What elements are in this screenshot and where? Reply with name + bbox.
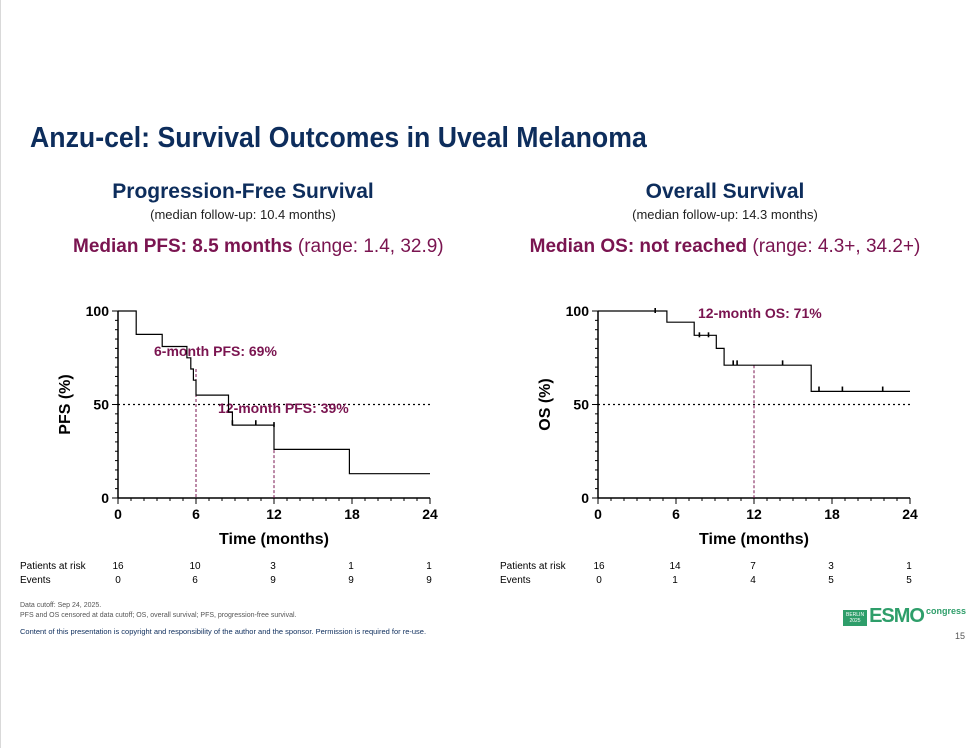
pfs-median-label: Median PFS: 8.5 months (73, 236, 293, 257)
os-events-value: 0 (596, 575, 602, 586)
pfs-chart: 0 50 100 0 6 12 18 24 Time (months) PFS (%) 6-mont… (57, 303, 438, 548)
footnote-abbreviations: PFS and OS censored at data cutoff; OS, … (20, 612, 297, 619)
os-events-value: 1 (672, 575, 678, 586)
pfs-events-value: 9 (426, 575, 432, 586)
os-followup: (median follow-up: 14.3 months) (632, 207, 818, 222)
os-x-tick-label: 6 (672, 506, 680, 522)
os-median: Median OS: not reached (range: 4.3+, 34.… (525, 236, 925, 258)
pfs-x-tick-label: 18 (344, 506, 360, 522)
os-events-value: 5 (906, 575, 912, 586)
os-risk-label: Patients at risk (500, 561, 566, 572)
pfs-x-tick-label: 12 (266, 506, 282, 522)
footnote-cutoff: Data cutoff: Sep 24, 2025. (20, 602, 102, 609)
os-risk-value: 7 (750, 561, 756, 572)
os-risk-value: 16 (593, 561, 605, 572)
os-panel-header: Overall Survival (median follow-up: 14.3… (525, 180, 925, 258)
os-y-tick-label: 0 (581, 490, 589, 506)
os-survival-curve (598, 310, 910, 393)
os-x-axis-label: Time (months) (699, 531, 809, 548)
os-risk-value: 1 (906, 561, 912, 572)
pfs-survival-curve (118, 310, 430, 475)
os-y-tick-label: 100 (566, 303, 590, 319)
os-risk-table: Patients at risk Events 16 14 7 3 1 0 1 … (480, 560, 960, 590)
logo-city-badge: BERLIN 2025 (843, 610, 868, 626)
pfs-risk-value: 10 (189, 561, 201, 572)
os-y-axis-label: OS (%) (537, 378, 554, 430)
pfs-median-range: (range: 1.4, 32.9) (292, 236, 444, 257)
pfs-median: Median PFS: 8.5 months (range: 1.4, 32.9… (73, 236, 444, 258)
pfs-events-label: Events (20, 575, 51, 586)
slide-left-border (0, 0, 1, 748)
os-x-tick-label: 12 (746, 506, 762, 522)
pfs-events-value: 6 (192, 575, 198, 586)
pfs-title: Progression-Free Survival (112, 180, 374, 203)
page-number: 15 (955, 631, 966, 641)
pfs-x-tick-label: 24 (422, 506, 438, 522)
pfs-x-tick-label: 6 (192, 506, 200, 522)
pfs-followup: (median follow-up: 10.4 months) (150, 207, 336, 222)
os-median-range: (range: 4.3+, 34.2+) (747, 236, 921, 257)
pfs-y-tick-label: 100 (86, 303, 110, 319)
slide-title: Anzu-cel: Survival Outcomes in Uveal Mel… (30, 122, 647, 154)
os-events-label: Events (500, 575, 531, 586)
os-title: Overall Survival (645, 180, 805, 203)
esmo-congress-logo: BERLIN 2025 ESMO congress (843, 606, 966, 626)
os-y-tick-label: 50 (573, 397, 589, 413)
pfs-events-value: 9 (270, 575, 276, 586)
pfs-risk-value: 16 (112, 561, 124, 572)
os-events-value: 5 (828, 575, 834, 586)
pfs-x-tick-label: 0 (114, 506, 122, 522)
os-x-tick-label: 24 (902, 506, 918, 522)
pfs-y-axis-label: PFS (%) (57, 374, 74, 434)
pfs-landmark-label: 12-month PFS: 39% (218, 400, 349, 416)
os-events-value: 4 (750, 575, 756, 586)
os-x-tick-label: 0 (594, 506, 602, 522)
os-risk-value: 14 (669, 561, 681, 572)
os-median-label: Median OS: not reached (529, 236, 748, 257)
pfs-risk-value: 1 (348, 561, 354, 572)
os-risk-value: 3 (828, 561, 834, 572)
logo-city: BERLIN (846, 612, 865, 618)
logo-year: 2025 (849, 618, 861, 624)
pfs-x-axis-label: Time (months) (219, 531, 329, 548)
pfs-risk-value: 1 (426, 561, 432, 572)
os-x-tick-label: 18 (824, 506, 840, 522)
pfs-landmark-label: 6-month PFS: 69% (154, 343, 277, 359)
pfs-risk-table: Patients at risk Events 16 10 3 1 1 0 6 … (0, 560, 480, 590)
os-landmark-label: 12-month OS: 71% (698, 305, 822, 321)
pfs-risk-value: 3 (270, 561, 276, 572)
copyright-notice: Content of this presentation is copyrigh… (20, 627, 427, 636)
pfs-y-tick-label: 0 (101, 490, 109, 506)
logo-congress: congress (925, 606, 966, 616)
pfs-y-tick-label: 50 (93, 397, 109, 413)
os-chart: 0 50 100 0 6 12 18 24 Time (months) OS (%) 12-mont… (537, 303, 918, 548)
pfs-events-value: 9 (348, 575, 354, 586)
logo-esmo: ESMO (869, 605, 925, 627)
pfs-events-value: 0 (115, 575, 121, 586)
pfs-panel-header: Progression-Free Survival (median follow… (73, 180, 444, 258)
pfs-risk-label: Patients at risk (20, 561, 86, 572)
